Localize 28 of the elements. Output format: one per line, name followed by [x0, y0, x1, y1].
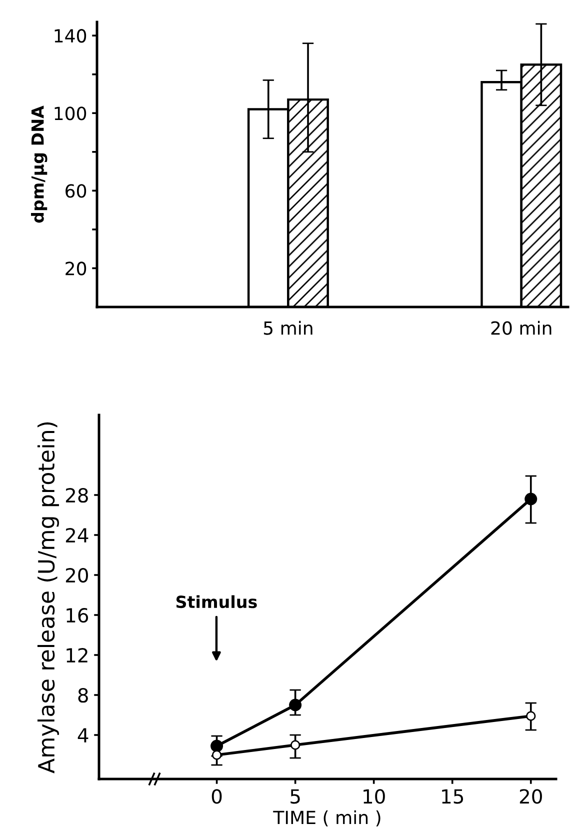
y-tick-label: 16	[66, 608, 88, 623]
y-tick-label: 24	[66, 528, 88, 542]
y-tick-label: 20	[66, 262, 86, 276]
y-tick-label: 20	[66, 568, 88, 583]
x-tick-label: 20	[520, 789, 542, 804]
y-tick-label: 60	[66, 184, 86, 198]
point	[290, 740, 300, 750]
y-tick-label: 28	[66, 488, 88, 503]
y-axis-title: Amylase release (U/mg protein)	[37, 422, 59, 774]
y-tick-label: 140	[54, 29, 86, 43]
y-axis-title: dpm/µg DNA	[31, 106, 48, 223]
point	[526, 711, 536, 721]
y-tick-label: 12	[66, 648, 88, 662]
x-tick-label: 10	[364, 789, 385, 804]
x-tick-label: 15	[442, 789, 464, 804]
point	[524, 492, 538, 506]
point	[212, 750, 222, 760]
x-tick-label: 0	[212, 789, 222, 804]
x-axis-title: TIME ( min )	[273, 810, 380, 826]
x-tick-label: 5 min	[264, 320, 312, 335]
y-tick-label: 100	[54, 106, 86, 120]
x-tick-label: 5	[290, 789, 300, 804]
point	[289, 698, 302, 712]
y-tick-label: 4	[78, 728, 88, 742]
x-tick-label: 20 min	[491, 320, 552, 335]
y-tick-label: 8	[78, 688, 88, 703]
annotation: Stimulus	[176, 595, 257, 608]
point	[210, 740, 224, 752]
